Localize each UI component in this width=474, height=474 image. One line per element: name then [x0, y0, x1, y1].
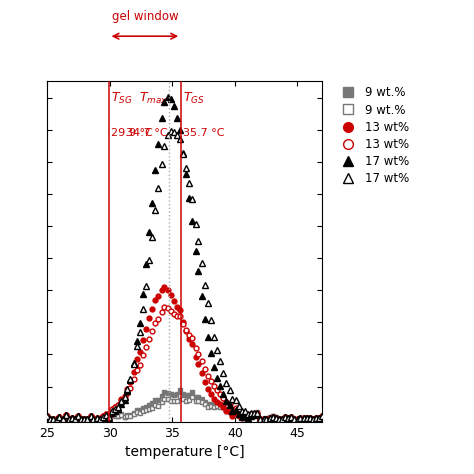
X-axis label: temperature [°C]: temperature [°C]: [125, 445, 245, 459]
Text: 29.9 °C: 29.9 °C: [110, 128, 152, 138]
Text: gel window: gel window: [111, 9, 178, 23]
Legend: 9 wt.%, 9 wt.%, 13 wt%, 13 wt%, 17 wt%, 17 wt%: 9 wt.%, 9 wt.%, 13 wt%, 13 wt%, 17 wt%, …: [337, 86, 409, 185]
Text: $T_{GS}$: $T_{GS}$: [183, 91, 205, 106]
Text: 34.7 °C: 34.7 °C: [126, 128, 167, 138]
Text: $T_{SG}$: $T_{SG}$: [110, 91, 132, 106]
Text: 35.7 °C: 35.7 °C: [183, 128, 225, 138]
Text: $T_{max}$: $T_{max}$: [138, 91, 167, 106]
